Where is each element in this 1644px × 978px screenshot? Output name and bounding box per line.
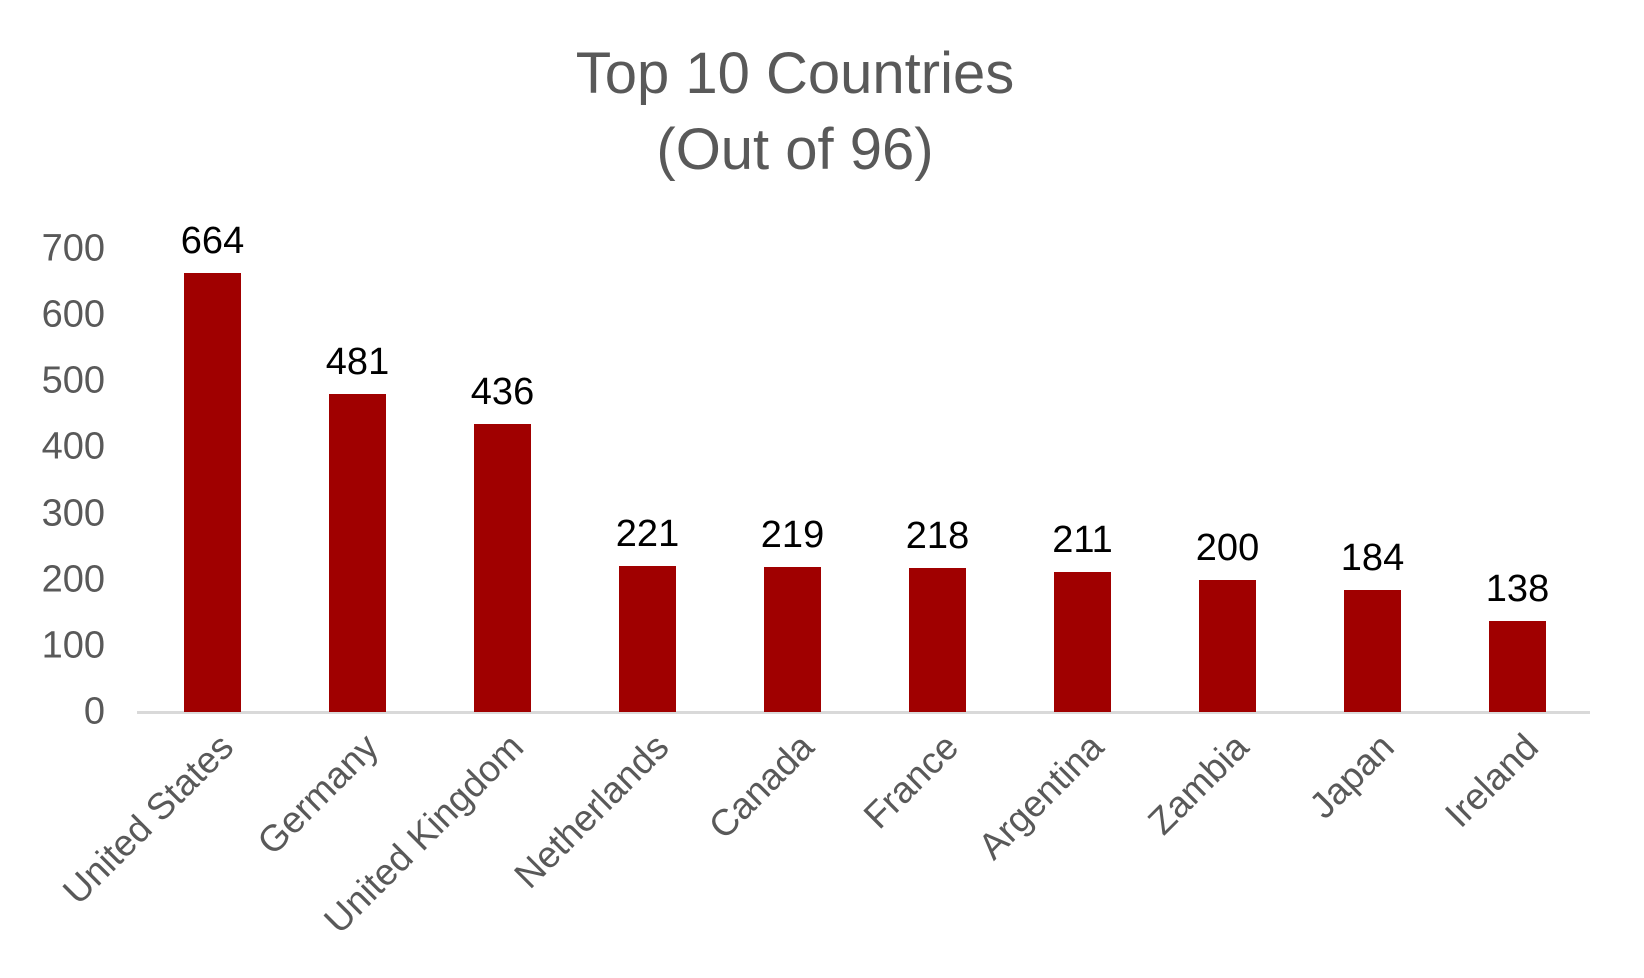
x-axis-baseline	[137, 711, 1590, 714]
bar-slot-canada: 219 Canada	[701, 249, 865, 846]
bar-united-kingdom	[474, 423, 531, 712]
y-axis-tick-label: 0	[83, 690, 105, 733]
bar-slot-germany: 481 Germany	[250, 249, 430, 863]
x-axis-label-united-states: United States	[55, 726, 242, 913]
chart-title: Top 10 Countries	[575, 41, 1015, 106]
y-axis: 0 100 200 300 400 500 600 700	[0, 228, 105, 733]
bar-slot-netherlands: 221 Netherlands	[506, 249, 720, 896]
bar-united-states	[184, 272, 241, 712]
value-label-canada: 219	[760, 514, 825, 557]
x-axis-label-ireland: Ireland	[1437, 726, 1547, 835]
bar-slot-united-states: 664 United States	[55, 220, 285, 912]
x-axis-label-netherlands: Netherlands	[506, 726, 677, 897]
x-axis-label-argentina: Argentina	[970, 726, 1112, 867]
y-axis-tick-label: 300	[41, 492, 105, 535]
bar-canada	[764, 567, 821, 712]
y-axis-tick-label: 400	[41, 425, 105, 468]
bar-slot-france: 218 France	[856, 249, 1010, 837]
y-axis-tick-label: 600	[41, 293, 105, 336]
value-label-france: 218	[905, 514, 970, 557]
plot-area: 664 United States 481 Germany 436 United King…	[55, 220, 1590, 942]
bar-zambia	[1199, 579, 1256, 712]
bar-slot-argentina: 211 Argentina	[971, 249, 1155, 867]
x-axis-label-france: France	[856, 726, 967, 837]
chart-subtitle: (Out of 96)	[656, 117, 934, 182]
bar-slot-ireland: 138 Ireland	[1437, 249, 1590, 835]
value-label-ireland: 138	[1485, 567, 1550, 610]
chart-title-block: Top 10 Countries (Out of 96)	[0, 36, 1590, 188]
value-label-netherlands: 221	[615, 512, 680, 555]
bar-slot-united-kingdom: 436 United Kingdom	[316, 249, 575, 942]
x-axis-label-canada: Canada	[700, 726, 822, 847]
bar-slot-zambia: 200 Zambia	[1140, 249, 1300, 843]
bar-japan	[1344, 590, 1401, 712]
y-axis-tick-label: 100	[41, 624, 105, 667]
value-label-united-states: 664	[180, 219, 245, 262]
value-label-japan: 184	[1340, 537, 1405, 580]
x-axis-label-germany: Germany	[249, 726, 387, 863]
y-axis-tick-label: 500	[41, 359, 105, 402]
value-label-zambia: 200	[1195, 526, 1260, 569]
x-axis-label-zambia: Zambia	[1140, 726, 1257, 843]
bar-ireland	[1489, 620, 1546, 712]
bar-netherlands	[619, 565, 676, 712]
value-label-united-kingdom: 436	[470, 370, 535, 413]
value-label-germany: 481	[325, 340, 390, 383]
bar-germany	[329, 393, 386, 712]
value-label-argentina: 211	[1052, 519, 1113, 562]
bar-france	[909, 567, 966, 712]
bar-slot-japan: 184 Japan	[1300, 249, 1445, 826]
x-axis-label-japan: Japan	[1301, 726, 1402, 827]
y-axis-tick-label: 200	[41, 558, 105, 601]
y-axis-tick-label: 700	[41, 227, 105, 270]
bar-argentina	[1054, 572, 1111, 712]
